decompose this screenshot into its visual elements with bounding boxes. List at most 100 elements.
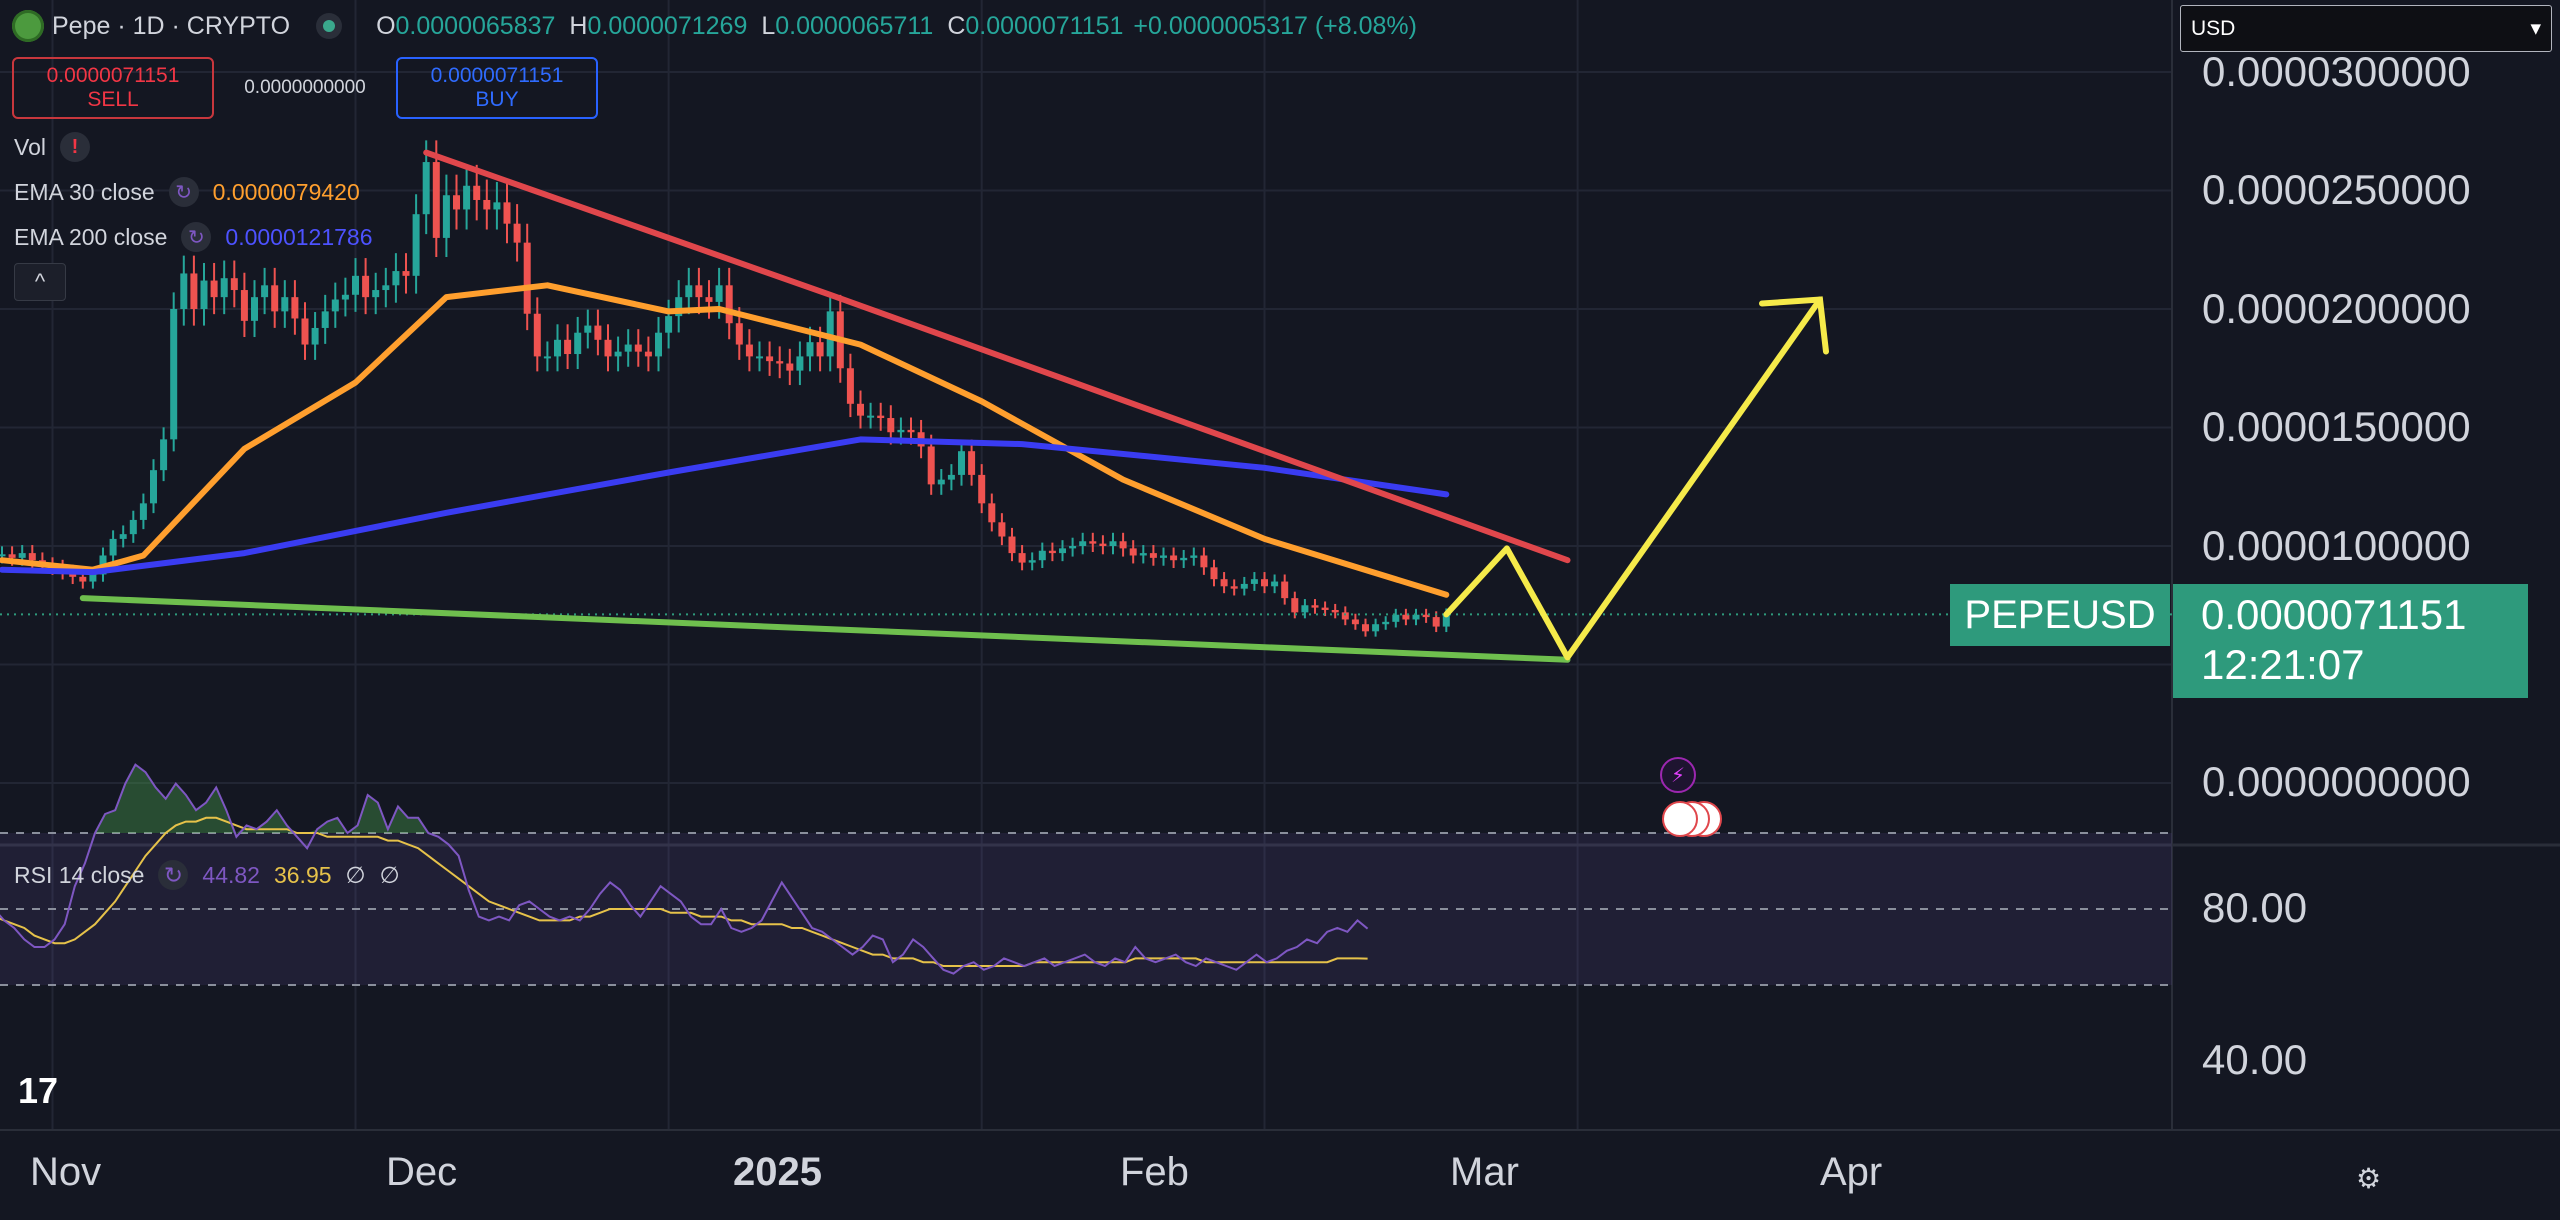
candle-body (604, 339, 612, 357)
candle-body (150, 470, 157, 504)
candle-body (160, 439, 168, 471)
candle-body (584, 325, 592, 333)
ema30-value: 0.0000079420 (212, 178, 360, 205)
resistance-trendline (423, 149, 1571, 564)
candle-body (988, 503, 996, 523)
buy-label: BUY (475, 88, 519, 111)
last-price: 0.0000071151 (2201, 591, 2467, 638)
refresh-icon[interactable]: ↻ (168, 177, 199, 207)
candle-body (1129, 548, 1137, 556)
candle-body (594, 325, 602, 340)
candle-body (998, 522, 1006, 537)
candle-body (1160, 555, 1167, 558)
candle-body (644, 351, 652, 357)
candle-body (240, 290, 248, 321)
candle-body (1240, 583, 1248, 589)
candle-body (1291, 598, 1299, 613)
candle-body (1008, 536, 1016, 554)
candle-body (1281, 581, 1289, 599)
ohlc-low-value: 0.0000065711 (775, 11, 934, 40)
time-axis-label: 2025 (733, 1150, 822, 1194)
candle-body (887, 418, 895, 433)
sell-button[interactable]: 0.0000071151 SELL (12, 57, 214, 119)
gear-icon[interactable]: ⚙ (2356, 1163, 2382, 1194)
candle-body (412, 214, 420, 276)
candle-body (725, 285, 733, 324)
price-axis-label: 0.0000000000 (2202, 758, 2471, 805)
market-status-icon[interactable] (316, 13, 343, 39)
projection-arrowhead (1759, 296, 1829, 355)
candle-body (554, 339, 561, 357)
refresh-icon[interactable]: ↻ (158, 860, 189, 890)
candle-body (271, 285, 279, 312)
rsi-value: 44.82 (202, 861, 260, 888)
ema200-legend[interactable]: EMA 200 close ↻ 0.0000121786 (14, 222, 373, 252)
candle-body (806, 342, 814, 357)
ohlc-open-value: 0.0000065837 (395, 11, 556, 40)
candle-body (493, 202, 501, 210)
candle-body (846, 368, 854, 404)
candle-body (665, 316, 673, 333)
trade-panel: 0.0000071151 SELL 0.0000000000 0.0000071… (12, 57, 598, 119)
candle-body (695, 285, 703, 298)
price-axis-label: 0.0000250000 (2202, 166, 2471, 213)
ema30-line (0, 282, 1450, 598)
candle-body (1139, 553, 1147, 556)
candle-body (1059, 548, 1066, 554)
symbol-title[interactable]: Pepe · 1D · CRYPTO (52, 11, 291, 40)
ema200-label: EMA 200 close (14, 223, 168, 250)
candle-body (1048, 550, 1056, 554)
candle-body (897, 429, 905, 433)
refresh-icon[interactable]: ↻ (181, 222, 212, 252)
candle-body (937, 479, 945, 485)
candle-body (392, 271, 400, 286)
symbol-price-tag: PEPEUSD (1950, 584, 2170, 646)
price-axis-label: 0.0000150000 (2202, 403, 2471, 450)
candle-body (8, 554, 16, 558)
currency-select-value: USD (2191, 16, 2236, 40)
ema200-line (0, 436, 1450, 576)
candle-body (1119, 541, 1127, 549)
symbol-legend: Pepe · 1D · CRYPTO O 0.0000065837 H 0.0000… (12, 10, 1427, 42)
ohlc-high-value: 0.0000071269 (587, 11, 748, 40)
time-axis-label: Mar (1450, 1150, 1519, 1194)
candle-body (1301, 605, 1309, 613)
rsi-legend[interactable]: RSI 14 close ↻ 44.82 36.95 ∅ ∅ (14, 860, 400, 890)
candle-body (1038, 550, 1046, 561)
candle-body (634, 344, 642, 352)
candle-body (432, 162, 440, 238)
vol-legend[interactable]: Vol ! (14, 132, 104, 162)
candle-body (513, 223, 521, 243)
candle-body (1089, 541, 1097, 544)
candle-body (1442, 614, 1450, 627)
tradingview-logo[interactable]: 17 (18, 1070, 59, 1111)
support-trendline (79, 595, 1571, 663)
candle-body (0, 554, 6, 557)
warning-icon[interactable]: ! (59, 132, 90, 162)
candle-body (220, 278, 228, 298)
rsi-na-value: ∅ (345, 861, 366, 888)
rsi-axis-label: 80.00 (2202, 884, 2308, 931)
us-flag-event-icon[interactable] (1662, 801, 1698, 837)
lightning-event-icon[interactable]: ⚡ (1660, 757, 1696, 793)
ema30-legend[interactable]: EMA 30 close ↻ 0.0000079420 (14, 177, 360, 207)
candle-body (1362, 624, 1369, 632)
grid-lines (0, 0, 2560, 1131)
ohlc-high-label: H (569, 11, 588, 40)
candle-body (1261, 579, 1268, 587)
currency-select[interactable]: USD ▾ (2180, 5, 2552, 52)
indicator-lines (0, 149, 1829, 663)
candle-body (251, 297, 258, 321)
candle-body (1220, 579, 1228, 587)
candle-body (614, 351, 622, 357)
candle-body (1028, 560, 1036, 563)
spread-value: 0.0000000000 (244, 77, 366, 98)
candle-body (715, 285, 723, 302)
ema30-label: EMA 30 close (14, 178, 155, 205)
collapse-legend-button[interactable]: ^ (14, 263, 66, 301)
buy-button[interactable]: 0.0000071151 BUY (396, 57, 598, 119)
candle-body (523, 242, 531, 314)
ema200-value: 0.0000121786 (225, 223, 373, 250)
candle-body (857, 403, 864, 416)
